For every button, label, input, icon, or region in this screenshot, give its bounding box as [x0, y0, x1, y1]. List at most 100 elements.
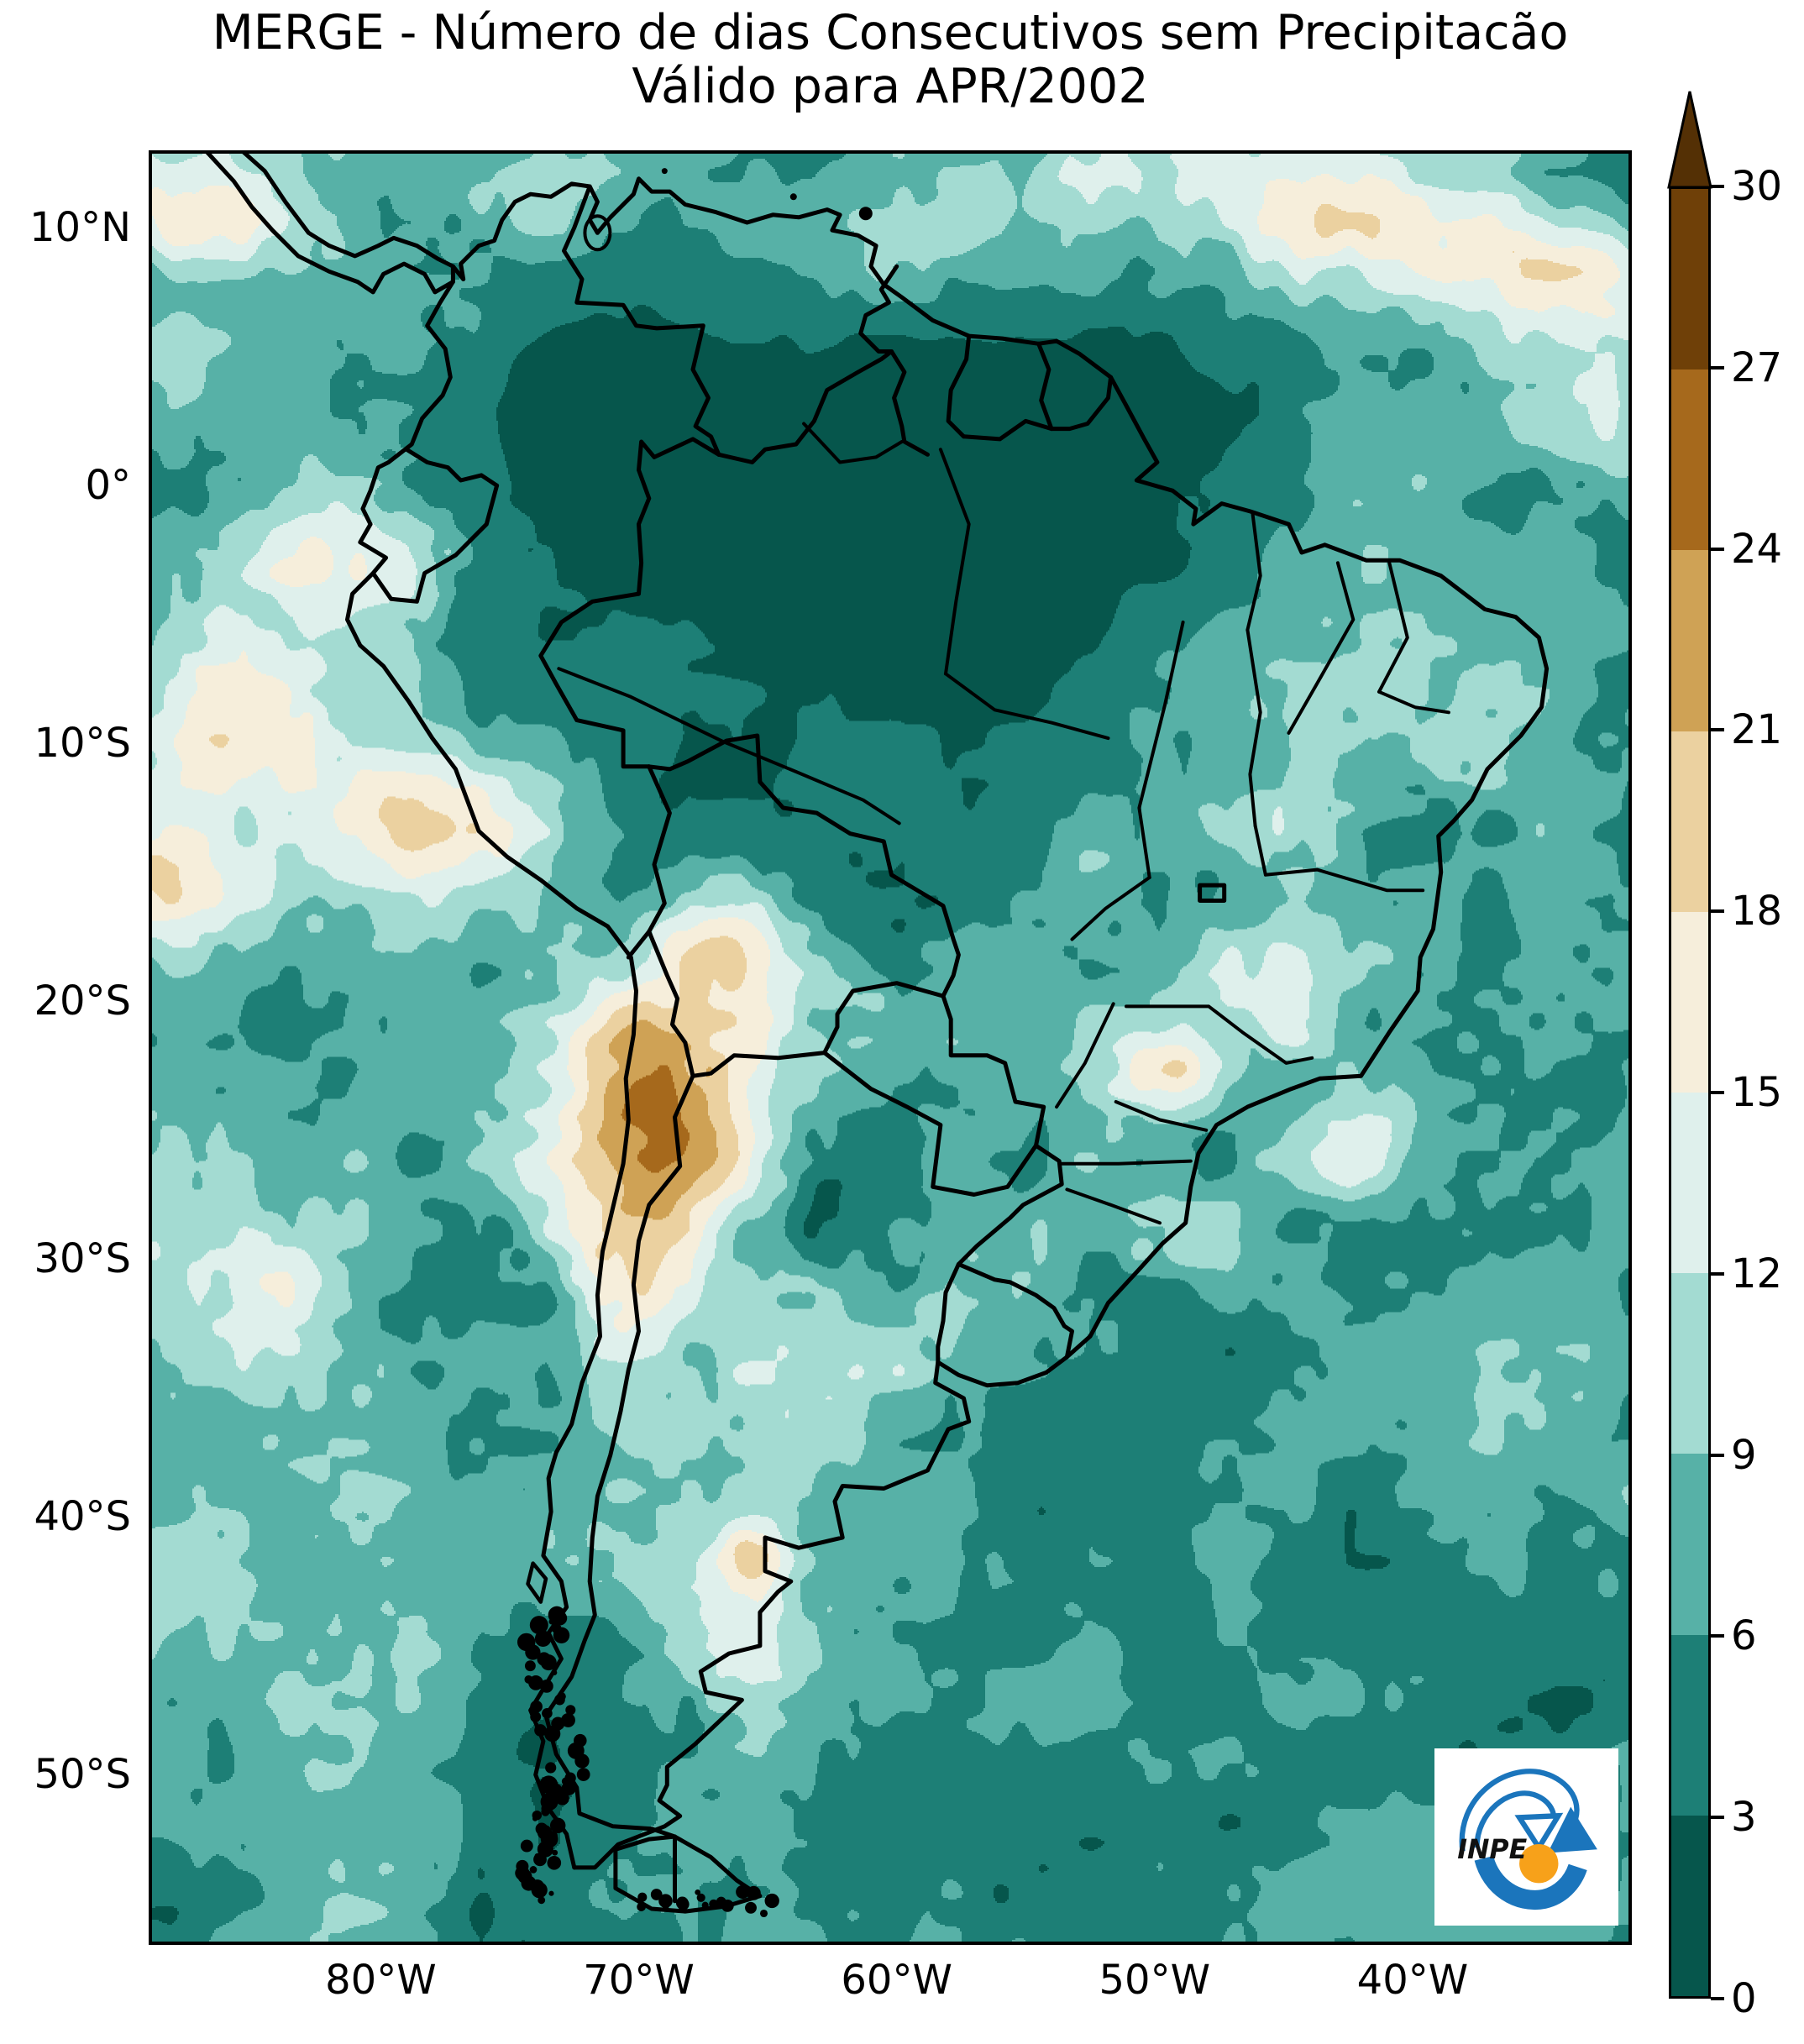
fjord-speckle: [555, 1791, 569, 1806]
country-border: [946, 333, 972, 439]
island-trinidad: [858, 207, 873, 221]
map-borders-svg: [203, 150, 1550, 1918]
colorbar-tick-label: 3: [1731, 1794, 1757, 1842]
inpe-logo-icon: INPE: [1457, 1769, 1597, 1910]
fjord-speckle: [663, 1904, 669, 1910]
colorbar-tick: [1711, 1271, 1724, 1276]
state-border: [1245, 628, 1262, 828]
country-border: [637, 437, 721, 596]
country-border: [543, 1073, 695, 1839]
inpe-down-arrowhead-icon: [1514, 1812, 1564, 1853]
colorbar-tick-label: 6: [1731, 1612, 1757, 1660]
chart-title: MERGE - Número de dias Consecutivos sem …: [212, 5, 1569, 60]
state-border: [557, 667, 723, 743]
fjord-speckle: [534, 1630, 552, 1648]
fjord-speckle: [530, 1700, 543, 1713]
colorbar-tick-label: 18: [1731, 888, 1783, 936]
colorbar-tick-label: 30: [1731, 163, 1783, 210]
fjord-speckle: [544, 1726, 561, 1743]
y-axis-tick-label: 0°: [85, 462, 131, 510]
colorbar-arrow-icon: [1667, 91, 1712, 189]
x-axis-tick-label: 80°W: [325, 1957, 437, 2004]
colorbar-segment-6-9: [1671, 1454, 1708, 1635]
inpe-logo-text: INPE: [1457, 1835, 1527, 1865]
fjord-speckle: [759, 1909, 768, 1918]
fjord-speckle: [677, 1898, 690, 1910]
colorbar-tick-label: 12: [1731, 1250, 1783, 1297]
fjord-speckle: [529, 1866, 538, 1874]
colorbar-tick-label: 27: [1731, 343, 1783, 391]
fjord-speckle: [529, 1653, 536, 1659]
fjord-speckle: [547, 1855, 562, 1870]
colorbar-tick: [1711, 185, 1724, 188]
colorbar-tick: [1711, 909, 1724, 914]
fjord-speckle: [545, 1762, 557, 1774]
colorbar-tick-label: 21: [1731, 706, 1783, 754]
colorbar: [1669, 186, 1711, 1999]
inpe-swirl-outer-arc: [1459, 1769, 1580, 1852]
state-border: [1377, 689, 1450, 715]
fjord-speckle: [552, 1669, 558, 1675]
country-border: [822, 1051, 1038, 1197]
country-border: [626, 929, 652, 960]
colorbar-tick-label: 9: [1731, 1431, 1757, 1479]
state-border: [1253, 824, 1425, 893]
colorbar-segment-12-15: [1671, 1093, 1708, 1274]
state-border: [1287, 561, 1356, 735]
colorbar-tick: [1711, 1816, 1724, 1820]
colorbar-tick: [1711, 1453, 1724, 1457]
x-axis-tick-label: 50°W: [1099, 1957, 1211, 2004]
country-border: [647, 929, 695, 1078]
state-border: [944, 672, 1110, 741]
state-border: [802, 422, 904, 464]
country-border: [956, 1143, 1064, 1266]
state-border: [1377, 561, 1409, 694]
inpe-orange-ball-icon: [1519, 1843, 1559, 1884]
colorbar-tick: [1711, 365, 1724, 369]
colorbar-tick-label: 24: [1731, 525, 1783, 573]
fjord-speckle: [541, 1807, 550, 1816]
fjord-speckle: [561, 1780, 576, 1795]
coastline: [345, 280, 638, 1870]
fjord-speckle: [553, 1611, 568, 1626]
state-border: [1245, 511, 1262, 632]
fjord-speckle: [553, 1627, 570, 1644]
fjord-speckle: [542, 1707, 553, 1719]
coastline: [203, 150, 455, 295]
state-border: [938, 448, 971, 676]
coastline: [450, 176, 1550, 1870]
colorbar-tick-label: 0: [1731, 1975, 1757, 2022]
fjord-speckle: [695, 1889, 701, 1895]
country-border: [822, 981, 946, 1056]
country-border: [936, 1261, 961, 1365]
fjord-speckle: [525, 1644, 541, 1660]
country-border: [889, 349, 930, 457]
fjord-speckle: [538, 1896, 546, 1905]
fjord-speckle: [554, 1694, 565, 1706]
country-border: [404, 447, 500, 488]
fjord-speckle: [534, 1724, 547, 1737]
colorbar-segment-0-3: [1671, 1815, 1708, 1997]
fjord-speckle: [531, 1882, 548, 1899]
fjord-speckle: [520, 1839, 533, 1853]
country-border: [562, 184, 721, 457]
chart-subtitle: Válido para APR/2002: [632, 59, 1149, 114]
state-border: [719, 739, 901, 825]
coastline: [239, 150, 455, 269]
fjord-speckle: [746, 1885, 761, 1900]
fjord-speckle: [709, 1899, 719, 1909]
fjord-speckle: [721, 1900, 734, 1912]
island-margarita: [789, 193, 797, 201]
y-axis-tick-label: 20°S: [34, 977, 131, 1025]
colorbar-tick: [1711, 1997, 1724, 2000]
colorbar-segment-18-21: [1671, 731, 1708, 912]
country-border: [647, 733, 961, 998]
country-border: [1049, 375, 1114, 432]
state-border: [1060, 1159, 1193, 1166]
fjord-speckle: [532, 1816, 538, 1821]
y-axis-tick-label: 30°S: [34, 1235, 131, 1283]
inpe-logo: INPE: [1434, 1748, 1618, 1926]
inpe-swirl-inner-arc: [1474, 1790, 1557, 1848]
colorbar-segment-24-27: [1671, 369, 1708, 551]
